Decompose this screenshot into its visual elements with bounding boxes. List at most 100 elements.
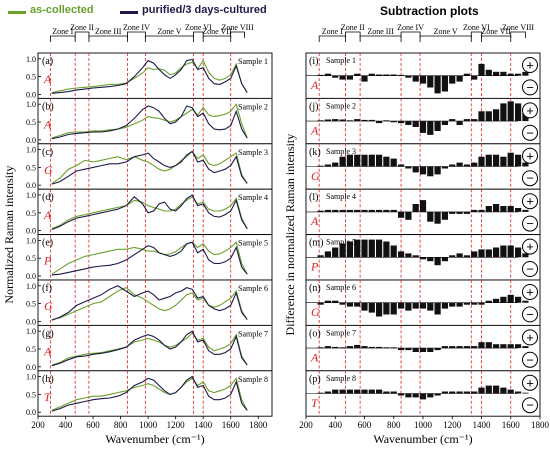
minus-sign: − xyxy=(526,352,534,367)
difference-bar xyxy=(441,211,448,220)
difference-bar xyxy=(500,156,507,167)
difference-bar xyxy=(317,347,324,349)
difference-bar xyxy=(478,302,485,305)
difference-bar xyxy=(427,302,434,311)
difference-bar xyxy=(398,251,405,258)
difference-bar xyxy=(485,385,492,394)
sample-label: Sample 6 xyxy=(238,284,268,293)
x-tick-label: 1200 xyxy=(167,420,186,430)
y-tick-label: 0.0 xyxy=(26,408,36,417)
difference-bar xyxy=(427,393,434,398)
difference-bar xyxy=(441,346,448,349)
zone-label: Zone VI xyxy=(185,23,212,32)
zone-label: Zone VII xyxy=(481,27,511,36)
y-tick-label: 0.5 xyxy=(26,390,36,399)
difference-bar xyxy=(522,162,529,167)
difference-bar xyxy=(368,302,375,313)
difference-bar xyxy=(485,111,492,122)
left-panel-1: 0.0 0.5 1.0 (a) A Sample 1 xyxy=(26,52,273,99)
zone-label: Zone V xyxy=(157,27,181,36)
zone-label: Zone VI xyxy=(463,23,490,32)
series-line-purified xyxy=(51,285,248,321)
left-panel-4: 0.0 0.5 1.0 (d) A Sample 4 xyxy=(26,188,273,236)
zone-bracket xyxy=(202,35,232,42)
right-panel-2: (j) Sample 2 A + − xyxy=(305,97,541,145)
difference-bar xyxy=(354,209,361,212)
sample-tag: A xyxy=(310,123,319,137)
difference-bar xyxy=(493,204,500,212)
legend-line-as-collected xyxy=(8,11,26,14)
difference-bar xyxy=(478,156,485,167)
minus-sign: − xyxy=(526,307,534,322)
difference-bar xyxy=(522,346,529,349)
right-title: Subtraction plots xyxy=(380,4,479,18)
zone-label: Zone I xyxy=(52,27,73,36)
difference-bar xyxy=(515,103,522,122)
difference-bar xyxy=(493,385,500,394)
x-axis-label: Wavenumber (cm⁻¹) xyxy=(373,432,472,446)
difference-bar xyxy=(368,119,375,122)
plus-sign: + xyxy=(526,285,534,300)
difference-bar xyxy=(361,389,368,394)
left-panel-3: 0.0 0.5 1.0 (c) G Sample 3 xyxy=(26,143,273,190)
minus-sign: − xyxy=(526,398,534,413)
sample-label: Sample 1 xyxy=(238,57,268,66)
plus-icon xyxy=(522,57,538,73)
difference-bar xyxy=(515,344,522,349)
difference-bar xyxy=(324,300,331,303)
zone-bracket xyxy=(230,31,245,38)
zone-bracket xyxy=(419,35,472,42)
y-tick-label: 1.0 xyxy=(26,191,36,200)
difference-bar xyxy=(434,302,441,315)
difference-bar xyxy=(324,119,331,122)
y-tick-label: 0.0 xyxy=(26,227,36,236)
difference-bar xyxy=(434,348,441,351)
difference-bar xyxy=(339,119,346,122)
zone-bracket xyxy=(127,31,146,38)
difference-bar xyxy=(317,255,324,258)
difference-bar xyxy=(346,209,353,212)
difference-bar xyxy=(507,294,514,303)
difference-bar xyxy=(332,162,339,167)
series-line-as-collected xyxy=(51,377,248,411)
y-tick-label: 0.5 xyxy=(26,118,36,127)
difference-bar xyxy=(434,211,441,224)
difference-bar xyxy=(500,296,507,303)
zone-bracket xyxy=(49,35,76,42)
difference-bar xyxy=(354,344,361,349)
difference-bar xyxy=(317,74,324,76)
difference-bar xyxy=(441,166,448,169)
difference-bar xyxy=(493,344,500,349)
difference-bar xyxy=(390,158,397,167)
difference-bar xyxy=(346,346,353,349)
difference-bar xyxy=(376,239,383,258)
sample-label: Sample 8 xyxy=(238,375,268,384)
zone-bracket xyxy=(193,31,204,38)
difference-bar xyxy=(383,241,390,258)
sample-label: Sample 4 xyxy=(238,193,268,202)
difference-bar xyxy=(390,121,397,123)
difference-bar xyxy=(507,206,514,212)
zone-bracket xyxy=(481,35,512,42)
sample-tag: P xyxy=(310,260,319,274)
panel-letter: (f) xyxy=(42,283,52,294)
difference-bar xyxy=(405,211,412,220)
difference-bar xyxy=(515,247,522,258)
difference-bar xyxy=(383,209,390,212)
difference-bar xyxy=(478,111,485,122)
minus-sign: − xyxy=(526,171,534,186)
x-tick-label: 200 xyxy=(299,420,313,430)
zone-bracket xyxy=(400,31,421,38)
difference-bar xyxy=(456,211,463,214)
y-tick-label: 1.0 xyxy=(26,236,36,245)
right-panel-6: (n) Sample 6 G + − xyxy=(305,279,541,326)
difference-bar xyxy=(383,120,390,122)
difference-bar xyxy=(405,121,412,125)
y-tick-label: 1.0 xyxy=(26,55,36,64)
difference-bar xyxy=(478,209,485,212)
y-tick-label: 0.0 xyxy=(26,181,36,190)
y-tick-label: 0.5 xyxy=(26,300,36,309)
difference-bar xyxy=(478,342,485,349)
y-tick-label: 0.5 xyxy=(26,209,36,218)
difference-bar xyxy=(317,302,324,305)
